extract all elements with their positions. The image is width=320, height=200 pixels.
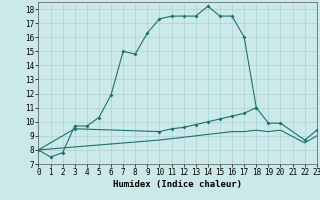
X-axis label: Humidex (Indice chaleur): Humidex (Indice chaleur) [113, 180, 242, 189]
